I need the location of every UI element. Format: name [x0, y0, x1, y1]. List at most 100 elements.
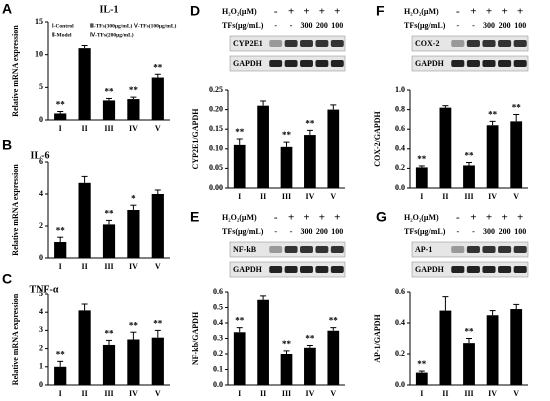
blot-label: GAPDH — [415, 265, 445, 274]
treatment: - — [456, 21, 459, 30]
row-label: H₂O₂(μM) — [404, 7, 439, 16]
x-tick-label: II — [260, 389, 266, 398]
bar — [304, 135, 316, 188]
bar — [463, 343, 475, 385]
treatment: 200 — [316, 227, 328, 236]
x-tick-label: III — [282, 192, 291, 201]
blot-band — [269, 246, 283, 253]
x-tick-label: V — [330, 192, 336, 201]
y-tick-label: 1 — [39, 362, 43, 371]
blot-label: CYP2E1 — [233, 39, 263, 48]
bar — [327, 109, 340, 188]
treatment: + — [303, 6, 309, 18]
significance: ** — [153, 62, 163, 72]
significance: ** — [153, 318, 163, 328]
bar — [486, 315, 499, 385]
significance: ** — [105, 208, 115, 218]
treatment: + — [470, 6, 476, 18]
x-tick-label: III — [104, 389, 113, 398]
y-tick-label: 0.20 — [209, 104, 223, 113]
blot-band — [513, 40, 527, 47]
x-tick-label: IV — [305, 389, 314, 398]
panel-title: IL-1 — [100, 4, 119, 15]
y-tick-label: 0.3 — [213, 333, 223, 342]
bar — [151, 337, 164, 385]
x-tick-label: IV — [488, 389, 497, 398]
significance: ** — [305, 334, 315, 344]
x-tick-label: IV — [488, 192, 497, 201]
y-tick-label: 0.00 — [209, 183, 223, 192]
blot-band — [269, 266, 283, 273]
significance: ** — [56, 349, 66, 359]
x-tick-label: II — [442, 192, 448, 201]
treatment: - — [456, 212, 460, 224]
bar — [78, 48, 91, 121]
y-axis-label: Relative mRNA expression — [11, 293, 20, 385]
x-tick-label: IV — [129, 262, 138, 271]
significance: ** — [488, 109, 498, 119]
blot-band — [498, 266, 512, 273]
treatment: 300 — [301, 227, 313, 236]
y-tick-label: 0.2 — [395, 349, 405, 358]
blot-band — [513, 246, 527, 253]
treatment: + — [470, 212, 476, 224]
bar — [304, 347, 316, 385]
bar — [327, 330, 340, 385]
blot-label: GAPDH — [415, 59, 445, 68]
blot-label: COX-2 — [415, 39, 439, 48]
y-tick-label: 0.0 — [213, 380, 223, 389]
bar — [54, 366, 67, 385]
significance: ** — [56, 100, 66, 110]
blot-band — [300, 246, 313, 253]
blot-label: GAPDH — [233, 265, 263, 274]
y-tick-label: 2 — [39, 221, 43, 230]
y-axis-label: NF-kb/GAPDH — [191, 311, 200, 365]
y-tick-label: 0.0 — [395, 380, 405, 389]
blot-band — [451, 60, 465, 67]
y-tick-label: 0 — [39, 380, 43, 389]
treatment: + — [288, 6, 294, 18]
treatment: - — [456, 227, 459, 236]
significance: ** — [465, 151, 475, 161]
treatment: + — [486, 6, 492, 18]
blot-band — [482, 60, 496, 67]
blot-band — [269, 40, 283, 47]
bar — [78, 182, 91, 258]
y-tick-label: 0.4 — [395, 144, 405, 153]
bar — [233, 332, 246, 385]
x-tick-label: V — [155, 389, 161, 398]
blot-band — [498, 40, 512, 47]
bar — [54, 242, 67, 258]
treatment: 100 — [331, 21, 343, 30]
blot-band — [284, 40, 298, 47]
y-tick-label: 0.25 — [209, 85, 223, 94]
treatment: - — [290, 21, 293, 30]
row-label: H₂O₂(μM) — [222, 7, 257, 16]
treatment: 200 — [316, 21, 328, 30]
blot-band — [315, 40, 329, 47]
panel-letter: A — [2, 1, 12, 17]
bar — [463, 165, 475, 188]
treatment: + — [334, 6, 340, 18]
y-axis-label: CYP2E1/GAPDH — [191, 108, 200, 170]
blot-band — [466, 60, 480, 67]
significance: ** — [282, 130, 292, 140]
panel-title: IL-6 — [31, 150, 50, 161]
x-tick-label: II — [442, 389, 448, 398]
treatment: + — [517, 212, 523, 224]
significance: ** — [417, 154, 427, 164]
significance: ** — [129, 85, 139, 95]
panel-letter: D — [190, 3, 200, 19]
bar — [257, 299, 269, 385]
legend-entry: Ⅱ-Model — [52, 31, 72, 38]
significance: ** — [105, 87, 115, 97]
treatment: - — [274, 227, 277, 236]
x-tick-label: IV — [305, 192, 314, 201]
blot-band — [269, 60, 283, 67]
blot-band — [330, 246, 344, 253]
blot-band — [513, 266, 527, 273]
row-label: TFs(μg/mL) — [222, 227, 264, 236]
significance: ** — [235, 127, 245, 137]
treatment: - — [274, 6, 278, 18]
x-tick-label: V — [330, 389, 336, 398]
